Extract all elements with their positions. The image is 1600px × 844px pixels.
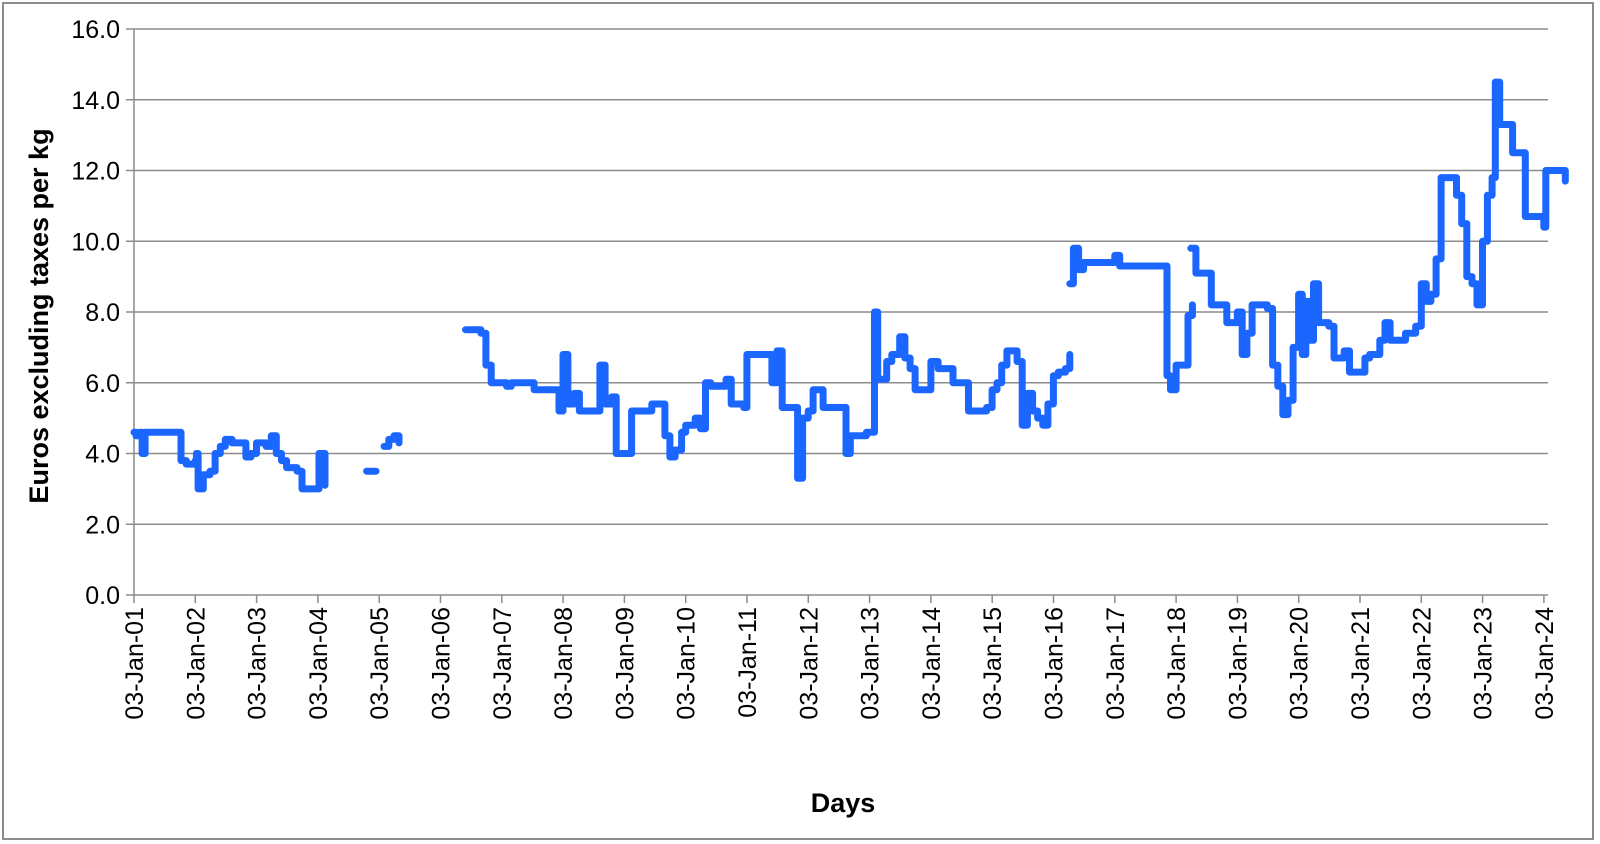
y-axis-title: Euros excluding taxes per kg xyxy=(24,128,54,503)
x-tick-label: 03-Jan-10 xyxy=(673,607,701,720)
series-line-segment xyxy=(130,428,329,493)
x-tick-label: 03-Jan-13 xyxy=(857,607,885,720)
x-tick-label: 03-Jan-05 xyxy=(366,607,394,720)
x-tick-label: 03-Jan-04 xyxy=(305,607,333,720)
series-line-segment xyxy=(1187,78,1569,419)
y-tick-label: 14.0 xyxy=(71,87,120,115)
x-tick-label: 03-Jan-16 xyxy=(1041,607,1069,720)
series-layer xyxy=(130,78,1569,493)
gridlines xyxy=(134,28,1548,525)
x-tick-label: 03-Jan-02 xyxy=(182,607,210,720)
y-tick-label: 6.0 xyxy=(85,370,120,398)
series-line-segment xyxy=(462,308,1074,482)
y-tick-label: 16.0 xyxy=(71,16,120,44)
y-tick-labels: 0.0 2.0 4.0 6.0 8.0 10.0 12.0 14.0 16.0 xyxy=(71,16,120,610)
x-tick-label: 03-Jan-09 xyxy=(611,607,639,720)
x-tick-label: 03-Jan-08 xyxy=(550,607,578,720)
x-axis-title: Days xyxy=(811,788,876,818)
x-tick-label: 03-Jan-11 xyxy=(734,607,762,718)
x-tick-label: 03-Jan-01 xyxy=(121,607,149,720)
x-tick-label: 03-Jan-15 xyxy=(979,607,1007,720)
x-tick-label: 03-Jan-24 xyxy=(1531,607,1559,720)
x-tick-label: 03-Jan-20 xyxy=(1286,607,1314,720)
x-tick-label: 03-Jan-12 xyxy=(795,607,823,720)
x-tick-label: 03-Jan-22 xyxy=(1408,607,1436,720)
series-line-segment xyxy=(1066,244,1196,394)
y-tick-label: 2.0 xyxy=(85,511,120,539)
x-tick-label: 03-Jan-07 xyxy=(489,607,517,720)
y-tick-label: 0.0 xyxy=(85,582,120,610)
x-tick-label: 03-Jan-14 xyxy=(918,607,946,720)
x-tick-label: 03-Jan-21 xyxy=(1347,607,1375,720)
x-tick-label: 03-Jan-03 xyxy=(244,607,272,720)
y-tick-label: 12.0 xyxy=(71,158,120,186)
y-tick-label: 10.0 xyxy=(71,228,120,256)
y-tick-label: 8.0 xyxy=(85,299,120,327)
axes xyxy=(126,28,1548,603)
x-tick-label: 03-Jan-18 xyxy=(1163,607,1191,720)
x-tick-label: 03-Jan-23 xyxy=(1470,607,1498,720)
x-tick-label: 03-Jan-19 xyxy=(1224,607,1252,720)
x-tick-label: 03-Jan-17 xyxy=(1102,607,1130,720)
y-tick-label: 4.0 xyxy=(85,441,120,469)
x-tick-label: 03-Jan-06 xyxy=(428,607,456,720)
series-line-segment xyxy=(380,432,403,450)
x-tick-labels: 03-Jan-01 03-Jan-02 03-Jan-03 03-Jan-04 03-J… xyxy=(121,607,1559,720)
